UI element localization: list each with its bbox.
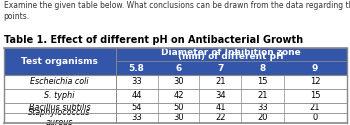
Text: Examine the given table below. What conclusions can be drawn from the data regar: Examine the given table below. What conc…: [4, 1, 350, 21]
Text: 33: 33: [131, 77, 142, 86]
Text: 15: 15: [257, 77, 268, 86]
Text: 41: 41: [215, 103, 226, 112]
Text: 42: 42: [173, 91, 184, 100]
Text: 20: 20: [257, 113, 268, 122]
Text: 33: 33: [257, 103, 268, 112]
Text: 12: 12: [310, 77, 320, 86]
Text: 50: 50: [173, 103, 184, 112]
Text: Bacillus subtilis: Bacillus subtilis: [29, 103, 90, 112]
Text: 21: 21: [257, 91, 268, 100]
Text: S. typhi: S. typhi: [44, 91, 75, 100]
Text: Diameter of Inhibition zone: Diameter of Inhibition zone: [161, 48, 301, 57]
Text: 33: 33: [131, 113, 142, 122]
Text: 5.8: 5.8: [128, 64, 145, 73]
Text: 34: 34: [215, 91, 226, 100]
Text: Escheichia coli: Escheichia coli: [30, 77, 89, 86]
Text: 44: 44: [131, 91, 142, 100]
Text: 30: 30: [173, 113, 184, 122]
Text: 21: 21: [310, 103, 320, 112]
Text: Staphylococcus
aureus: Staphylococcus aureus: [28, 108, 91, 125]
Text: 8: 8: [259, 64, 266, 73]
Text: 7: 7: [217, 64, 224, 73]
Text: 30: 30: [173, 77, 184, 86]
Text: 21: 21: [215, 77, 226, 86]
Text: Table 1. Effect of different pH on Antibacterial Growth: Table 1. Effect of different pH on Antib…: [4, 35, 303, 45]
Text: (mm) of different pH: (mm) of different pH: [178, 52, 284, 61]
Text: 22: 22: [215, 113, 226, 122]
Text: 0: 0: [312, 113, 318, 122]
Text: 9: 9: [312, 64, 318, 73]
Text: 54: 54: [131, 103, 142, 112]
Text: 15: 15: [310, 91, 320, 100]
Text: Test organisms: Test organisms: [21, 57, 98, 66]
Text: 6: 6: [175, 64, 182, 73]
